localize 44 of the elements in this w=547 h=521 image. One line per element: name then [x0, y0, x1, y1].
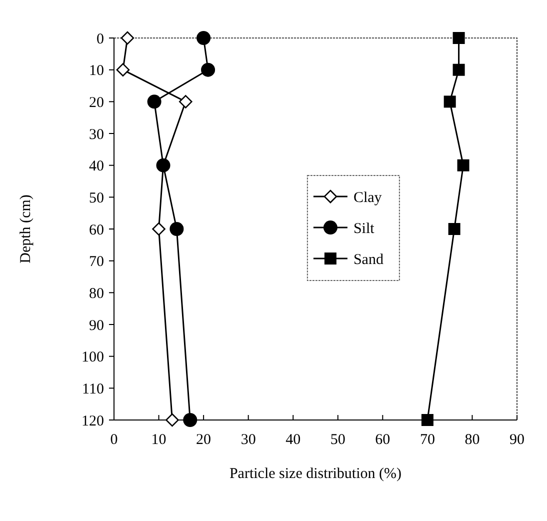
point — [448, 223, 460, 235]
point — [120, 31, 134, 45]
point — [147, 94, 162, 109]
y-tick-label: 60 — [89, 222, 104, 238]
point — [170, 222, 184, 236]
point — [457, 159, 470, 172]
y-tick-label: 90 — [89, 318, 104, 334]
y-tick-label: 120 — [82, 413, 104, 430]
y-axis-title: Depth (cm) — [18, 194, 34, 264]
point — [178, 95, 192, 108]
x-tick-label: 90 — [510, 432, 524, 448]
point — [201, 62, 216, 77]
y-tick-label: 0 — [96, 31, 104, 48]
point — [196, 31, 211, 45]
point — [452, 32, 465, 44]
point — [166, 413, 179, 427]
y-tick-label: 30 — [89, 126, 104, 143]
y-tick-label: 50 — [89, 190, 104, 206]
legend-label: Sand — [353, 252, 384, 268]
x-tick-label: 0 — [110, 432, 118, 448]
x-tick-label: 40 — [286, 432, 301, 448]
point — [152, 222, 166, 236]
y-tick-label: 100 — [82, 350, 104, 366]
legend-label: Clay — [353, 190, 382, 206]
x-tick-label: 10 — [151, 432, 166, 448]
y-tick-label: 70 — [89, 254, 104, 270]
y-tick-label: 40 — [89, 158, 104, 175]
x-tick-label: 50 — [330, 432, 346, 448]
y-tick-label: 110 — [82, 381, 104, 398]
x-tick-label: 60 — [375, 432, 390, 448]
x-axis-title: Particle size distribution (%) — [229, 466, 402, 482]
x-tick-label: 20 — [196, 432, 212, 448]
x-tick-label: 80 — [464, 432, 480, 448]
point — [421, 414, 434, 426]
x-tick-label: 30 — [240, 432, 256, 448]
point — [444, 96, 456, 108]
point — [116, 63, 130, 76]
y-tick-label: 80 — [89, 286, 104, 302]
point — [183, 413, 198, 427]
x-tick-label: 70 — [420, 432, 435, 448]
y-tick-label: 10 — [89, 63, 104, 80]
legend-label: Silt — [353, 220, 376, 237]
y-tick-label: 20 — [89, 94, 104, 111]
point — [452, 64, 465, 76]
